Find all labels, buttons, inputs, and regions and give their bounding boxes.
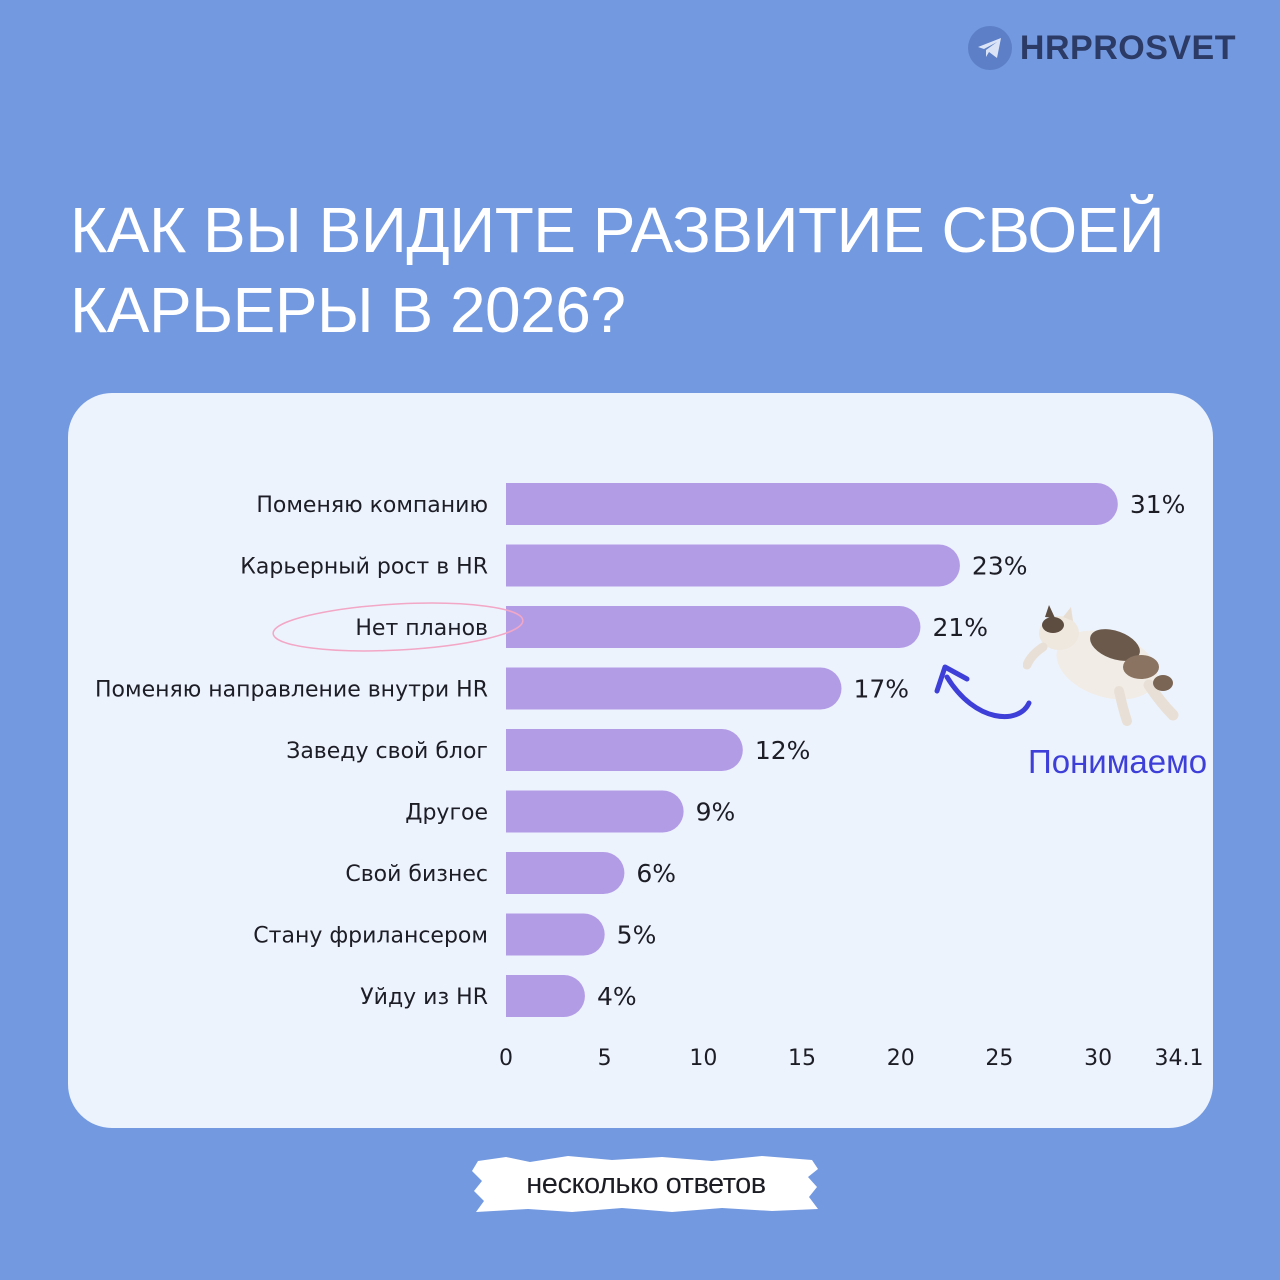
highlight-circle [272, 602, 524, 652]
bar [506, 913, 605, 956]
telegram-icon [967, 26, 1012, 70]
title-line-1: КАК ВЫ ВИДИТЕ РАЗВИТИЕ СВОЕЙ [70, 194, 1165, 266]
bar [506, 483, 1118, 525]
footnote-text: несколько ответов [526, 1167, 766, 1200]
curved-arrow-icon [934, 664, 1032, 720]
x-tick-label: 34.1 [1155, 1046, 1204, 1071]
x-tick-label: 0 [499, 1046, 513, 1071]
bar [506, 975, 585, 1017]
brand-logo: HRPROSVET [967, 26, 1236, 70]
category-label: Поменяю компанию [256, 493, 488, 518]
x-tick-label: 25 [985, 1046, 1013, 1071]
bar-chart: Поменяю компанию 31% Карьерный рост в HR 23… [95, 483, 1204, 1071]
footnote-tape: несколько ответов [472, 1155, 820, 1213]
category-label: Карьерный рост в HR [240, 555, 488, 580]
x-tick-label: 10 [689, 1046, 717, 1071]
brand-name: HRPROSVET [1019, 28, 1236, 67]
category-label: Нет планов [355, 616, 488, 641]
bar [506, 606, 921, 648]
value-label: 5% [617, 921, 657, 950]
value-label: 31% [1130, 490, 1186, 519]
x-tick-label: 30 [1084, 1046, 1112, 1071]
category-label: Стану фрилансером [253, 924, 488, 949]
value-label: 23% [972, 552, 1028, 581]
page-title: КАК ВЫ ВИДИТЕ РАЗВИТИЕ СВОЕЙ КАРЬЕРЫ В 2… [70, 190, 1170, 350]
bar [506, 729, 743, 771]
x-tick-label: 5 [598, 1046, 612, 1071]
bar [506, 667, 842, 710]
chart-card: Поменяю компанию 31% Карьерный рост в HR 23… [68, 393, 1213, 1128]
flying-cat-image [1023, 603, 1183, 733]
value-label: 4% [597, 982, 637, 1011]
annotation-label: Понимаемо [1028, 743, 1208, 780]
bar [506, 544, 960, 587]
x-tick-label: 15 [788, 1046, 816, 1071]
value-label: 6% [636, 859, 676, 888]
category-label: Поменяю направление внутри HR [95, 678, 488, 703]
category-label: Другое [405, 801, 488, 826]
bar [506, 790, 684, 833]
value-label: 12% [755, 736, 811, 765]
category-label: Уйду из HR [360, 985, 488, 1010]
value-label: 21% [932, 613, 988, 642]
category-label: Заведу свой блог [286, 739, 488, 764]
value-label: 9% [696, 798, 736, 827]
title-line-2: КАРЬЕРЫ В 2026? [70, 274, 626, 346]
bar [506, 852, 625, 894]
category-label: Свой бизнес [345, 862, 488, 887]
x-tick-label: 20 [887, 1046, 915, 1071]
value-label: 17% [854, 675, 910, 704]
